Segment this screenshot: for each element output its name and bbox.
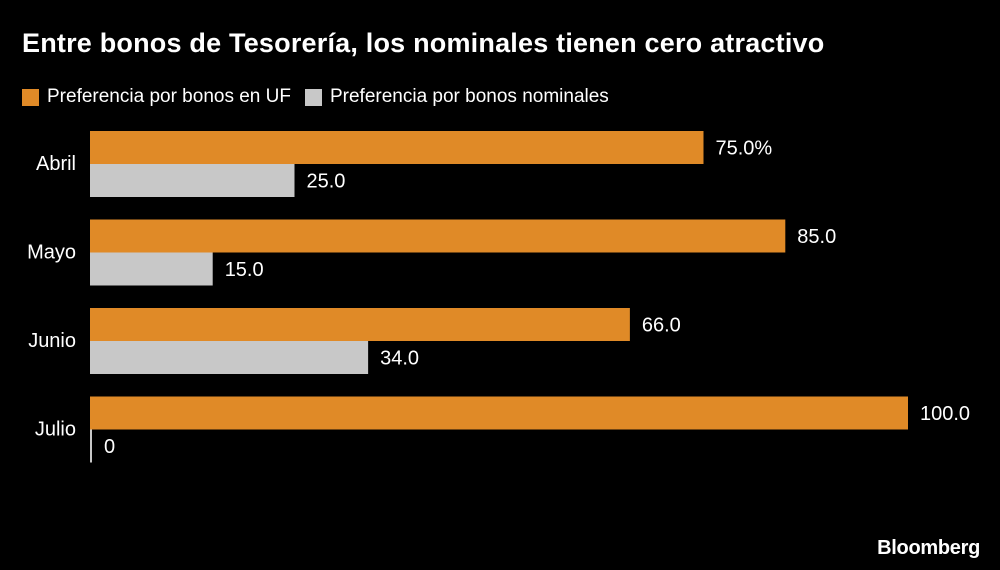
bar-uf-2 <box>90 308 630 341</box>
category-label-3: Julio <box>35 419 76 441</box>
value-label-uf-1: 85.0 <box>797 226 836 248</box>
bar-uf-1 <box>90 219 786 253</box>
legend-swatch-nominales <box>304 88 322 106</box>
legend-label-nominales: Preferencia por bonos nominales <box>329 86 609 107</box>
chart-title: Entre bonos de Tesorería, los nominales … <box>22 28 825 58</box>
bar-nominales-3 <box>90 429 92 463</box>
category-label-0: Abril <box>36 153 76 175</box>
bar-nominales-0 <box>90 164 295 197</box>
category-label-2: Junio <box>28 330 76 352</box>
value-label-uf-0: 75.0% <box>716 138 773 160</box>
value-label-nominales-1: 15.0 <box>225 259 264 281</box>
legend-item-uf: Preferencia por bonos en UF <box>22 86 291 108</box>
legend: Preferencia por bonos en UF Preferencia … <box>22 86 623 108</box>
bar-uf-3 <box>90 396 908 430</box>
bar-nominales-2 <box>90 341 369 374</box>
bar-nominales-1 <box>90 252 213 286</box>
legend-item-nominales: Preferencia por bonos nominales <box>304 86 609 108</box>
value-label-nominales-2: 34.0 <box>380 348 419 370</box>
value-label-nominales-0: 25.0 <box>307 171 346 193</box>
bar-uf-0 <box>90 131 704 164</box>
bloomberg-logo: Bloomberg <box>877 537 980 559</box>
category-label-1: Mayo <box>27 242 76 264</box>
legend-label-uf: Preferencia por bonos en UF <box>47 86 291 107</box>
value-label-uf-2: 66.0 <box>642 315 681 337</box>
value-label-uf-3: 100.0 <box>920 403 970 425</box>
legend-swatch-uf <box>22 88 39 106</box>
value-label-nominales-3: 0 <box>104 436 115 458</box>
